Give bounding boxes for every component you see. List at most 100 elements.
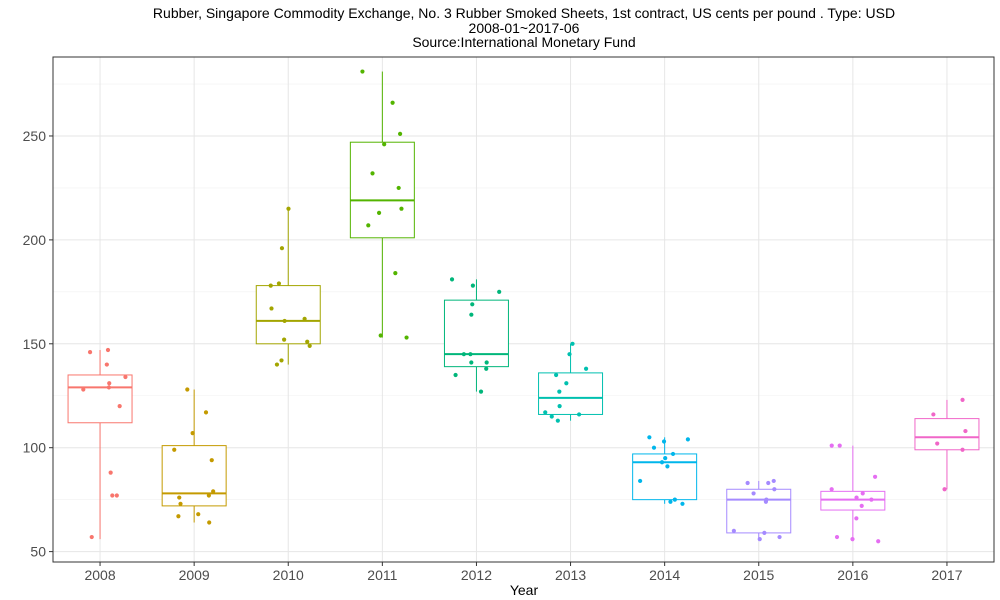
x-tick-label: 2015 xyxy=(743,567,774,583)
data-point-2012 xyxy=(468,352,473,357)
data-point-2015 xyxy=(777,534,782,540)
data-point-2012 xyxy=(453,372,458,378)
y-tick-label: 250 xyxy=(23,128,47,144)
interquartile-box xyxy=(726,488,792,534)
data-point-2012 xyxy=(449,277,455,282)
data-point-2015 xyxy=(771,478,776,484)
data-point-2017 xyxy=(931,412,936,417)
box-2017 xyxy=(914,399,980,490)
data-point-2015 xyxy=(745,480,750,486)
data-point-2008 xyxy=(81,387,86,392)
data-point-2008 xyxy=(87,350,93,355)
chart-title-line-2: 2008-01~2017-06 xyxy=(469,20,580,36)
interquartile-box xyxy=(820,490,886,511)
data-point-2008 xyxy=(114,493,119,498)
x-tick-label: 2009 xyxy=(179,567,210,583)
data-point-2015 xyxy=(772,487,777,492)
data-point-2016 xyxy=(860,491,865,496)
data-point-2014 xyxy=(680,501,685,506)
data-point-2017 xyxy=(963,428,968,434)
data-point-2016 xyxy=(869,497,874,502)
x-tick-label: 2016 xyxy=(837,567,868,583)
data-point-2014 xyxy=(651,445,657,450)
data-point-2008 xyxy=(108,470,113,475)
data-point-2012 xyxy=(461,352,466,357)
y-tick-label: 50 xyxy=(30,544,46,560)
data-point-2009 xyxy=(176,514,181,519)
data-point-2012 xyxy=(484,360,489,365)
box-2012 xyxy=(443,279,509,392)
x-tick-label: 2011 xyxy=(367,567,397,583)
data-point-2008 xyxy=(110,493,115,498)
data-point-2008 xyxy=(107,381,112,386)
data-point-2017 xyxy=(960,447,965,452)
x-tick-label: 2014 xyxy=(649,567,680,583)
data-point-2016 xyxy=(859,503,864,508)
data-point-2010 xyxy=(269,306,274,311)
data-point-2010 xyxy=(276,281,282,286)
data-point-2012 xyxy=(470,283,475,288)
data-point-2015 xyxy=(764,497,769,502)
box-2011 xyxy=(349,71,415,338)
data-point-2012 xyxy=(469,360,474,365)
data-point-2013 xyxy=(576,412,582,417)
y-axis-ticks: 50 100 150 200 250 xyxy=(23,128,53,560)
data-point-2008 xyxy=(106,385,112,390)
interquartile-box xyxy=(161,445,227,507)
data-point-2012 xyxy=(478,389,484,394)
data-point-2009 xyxy=(209,458,214,463)
data-point-2017 xyxy=(942,487,947,492)
data-point-2008 xyxy=(89,534,94,540)
data-point-2011 xyxy=(390,100,395,105)
data-point-2014 xyxy=(685,437,691,442)
data-point-2014 xyxy=(659,460,665,465)
interquartile-box xyxy=(443,299,509,368)
plot-panel-border xyxy=(52,56,995,563)
data-point-2016 xyxy=(837,443,842,448)
y-tick-label: 150 xyxy=(23,336,47,352)
interquartile-box xyxy=(632,453,698,501)
data-point-2014 xyxy=(663,455,668,461)
x-tick-label: 2013 xyxy=(555,567,586,583)
data-point-2012 xyxy=(469,312,474,317)
data-point-2009 xyxy=(177,495,182,500)
data-point-2009 xyxy=(206,493,211,498)
data-point-2009 xyxy=(185,387,190,392)
data-point-2014 xyxy=(665,464,670,469)
data-point-2016 xyxy=(850,537,855,542)
data-point-2009 xyxy=(203,410,209,415)
box-2014 xyxy=(632,437,698,504)
data-point-2008 xyxy=(104,362,109,367)
box-series xyxy=(67,71,980,542)
data-point-2011 xyxy=(376,210,382,215)
data-point-2011 xyxy=(360,69,365,74)
box-2009 xyxy=(161,389,227,523)
chart-title-line-1: Rubber, Singapore Commodity Exchange, No… xyxy=(153,5,895,21)
data-point-2011 xyxy=(378,333,383,338)
data-point-2012 xyxy=(497,289,502,294)
data-point-2009 xyxy=(178,501,183,506)
data-point-2010 xyxy=(286,206,291,211)
data-point-2016 xyxy=(829,487,834,492)
y-tick-label: 100 xyxy=(23,440,47,456)
data-point-2017 xyxy=(960,397,965,403)
data-point-2013 xyxy=(543,410,548,415)
data-point-2013 xyxy=(567,352,572,357)
data-point-2010 xyxy=(274,362,280,367)
y-tick-label: 200 xyxy=(23,232,47,248)
box-2015 xyxy=(726,480,792,540)
data-point-2014 xyxy=(672,497,677,502)
interquartile-box xyxy=(67,374,133,424)
data-point-2011 xyxy=(366,223,371,228)
data-point-2016 xyxy=(876,539,881,544)
data-point-2010 xyxy=(302,316,307,321)
data-point-2016 xyxy=(829,443,834,448)
box-2010 xyxy=(255,208,321,365)
data-point-2008 xyxy=(105,347,111,353)
interquartile-box xyxy=(538,372,604,415)
data-point-2010 xyxy=(307,343,312,348)
data-point-2017 xyxy=(935,441,940,446)
data-point-2011 xyxy=(370,171,375,176)
data-point-2011 xyxy=(393,271,398,276)
